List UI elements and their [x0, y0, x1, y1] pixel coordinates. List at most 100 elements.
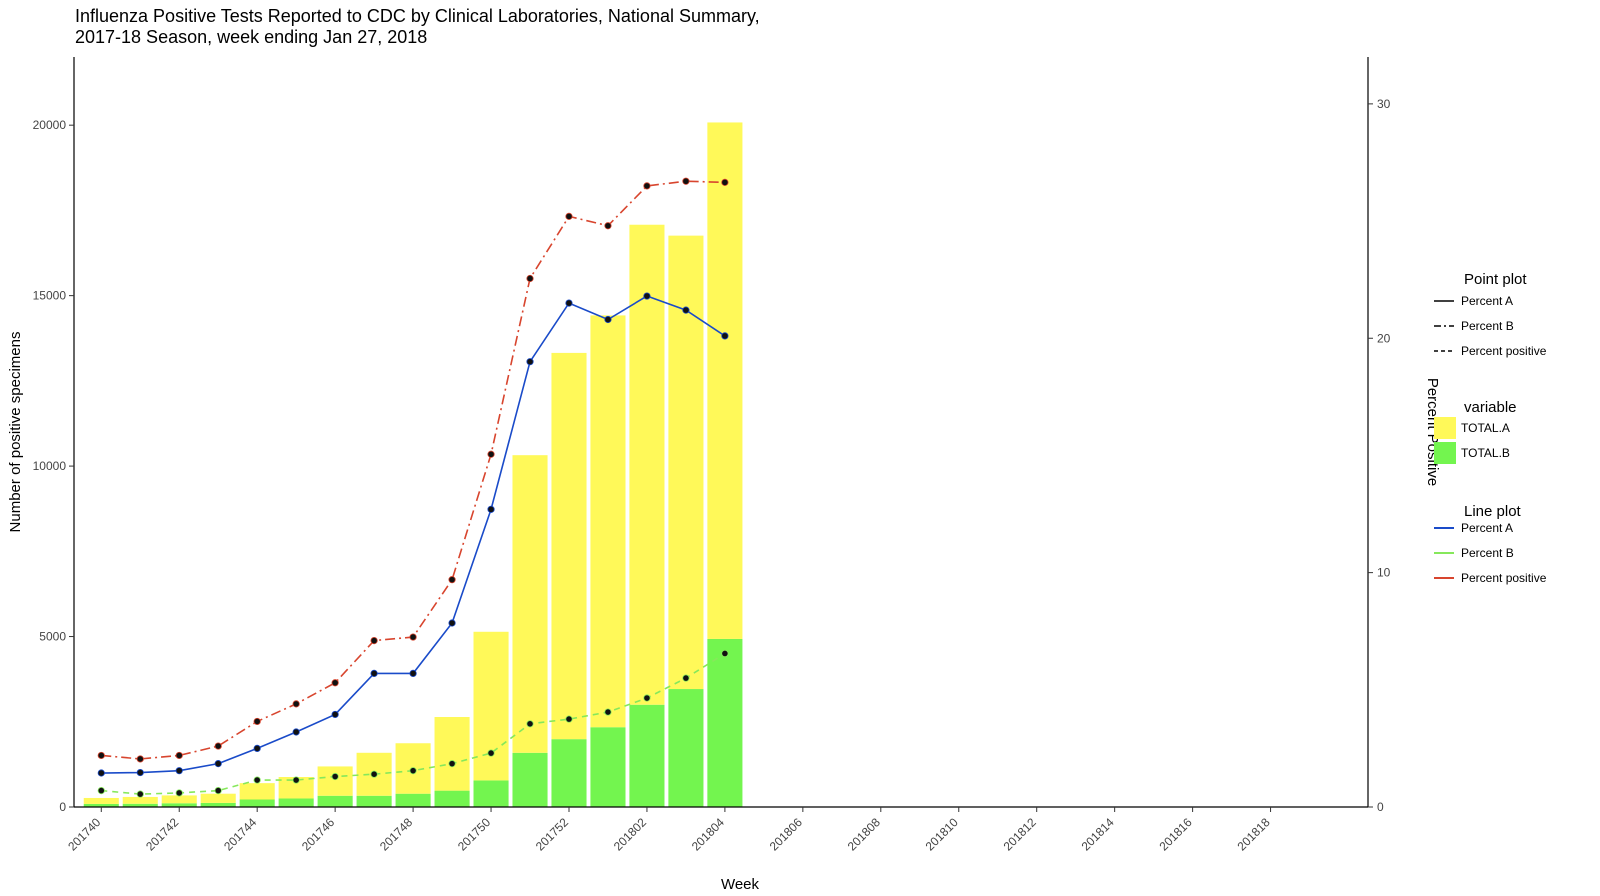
point-percent-b — [331, 772, 339, 781]
bar-total-a — [629, 224, 665, 705]
bar-total-b — [668, 689, 704, 807]
x-tick-label: 201818 — [1234, 815, 1272, 853]
bar-total-a — [317, 766, 353, 796]
point-percent-a — [214, 760, 222, 768]
y-tick-label: 5000 — [39, 630, 66, 644]
x-axis-title: Week — [721, 876, 760, 893]
legend-point-title: Point plot — [1464, 271, 1527, 288]
point-percent-a — [448, 619, 456, 627]
point-percent-a — [682, 306, 690, 314]
legend-line-label: Percent A — [1461, 521, 1513, 535]
point-percent-positive — [175, 751, 183, 760]
point-percent-a — [370, 669, 378, 678]
point-percent-positive — [136, 755, 144, 763]
x-tick-label: 201814 — [1079, 815, 1117, 853]
point-percent-b — [409, 767, 417, 775]
x-tick-label: 201808 — [845, 815, 883, 853]
bar-total-a — [707, 122, 743, 639]
legend-bar-label: TOTAL.A — [1461, 421, 1510, 435]
legend: Point plot variable Line plot Percent AP… — [1434, 271, 1547, 585]
point-percent-a — [565, 299, 573, 307]
bar-total-b — [317, 795, 353, 807]
point-percent-a — [643, 292, 651, 300]
x-tick-label: 201742 — [143, 815, 181, 853]
point-percent-b — [565, 715, 573, 723]
bar-total-a — [590, 315, 626, 728]
bar-total-b — [629, 704, 665, 807]
point-percent-b — [604, 708, 612, 716]
y2-tick-label: 0 — [1377, 800, 1384, 814]
legend-point-label: Percent A — [1461, 294, 1513, 308]
bar-total-a — [668, 235, 704, 690]
point-percent-b — [448, 760, 456, 768]
x-tick-label: 201816 — [1157, 815, 1195, 853]
x-tick-label: 201744 — [221, 815, 259, 853]
point-percent-positive — [487, 450, 495, 458]
bar-total-b — [707, 638, 743, 807]
point-percent-a — [253, 744, 261, 753]
point-percent-positive — [97, 751, 105, 760]
y-tick-label: 20000 — [33, 118, 67, 132]
legend-bar-label: TOTAL.B — [1461, 446, 1510, 460]
bar-total-b — [395, 793, 431, 807]
legend-point-label: Percent B — [1461, 319, 1514, 333]
point-percent-b — [643, 694, 651, 702]
points-layer — [97, 177, 729, 798]
x-tick-label: 201752 — [533, 815, 571, 853]
bar-total-b — [200, 802, 236, 807]
point-percent-b — [292, 776, 300, 784]
bar-total-a — [512, 455, 548, 753]
x-tick-label: 201750 — [455, 815, 493, 853]
bar-total-a — [83, 797, 119, 804]
y-tick-label: 0 — [59, 800, 66, 814]
y2-tick-label: 10 — [1377, 566, 1391, 580]
bar-total-a — [434, 717, 470, 791]
legend-bar-swatch — [1434, 417, 1456, 439]
point-percent-positive — [331, 679, 339, 687]
legend-line-label: Percent positive — [1461, 571, 1547, 585]
point-percent-b — [721, 649, 729, 658]
bar-total-b — [512, 752, 548, 807]
bar-total-b — [161, 803, 197, 807]
point-percent-b — [526, 720, 534, 728]
point-percent-a — [331, 710, 339, 719]
bar-total-a — [161, 795, 197, 804]
point-percent-b — [214, 786, 222, 795]
point-percent-a — [97, 769, 105, 777]
point-percent-a — [526, 358, 534, 366]
point-percent-positive — [370, 636, 378, 645]
bar-total-a — [122, 796, 158, 804]
point-percent-positive — [604, 222, 612, 230]
point-percent-positive — [565, 212, 573, 220]
point-percent-a — [136, 768, 144, 777]
point-percent-positive — [253, 717, 261, 726]
bar-total-a — [200, 793, 236, 803]
legend-line-label: Percent B — [1461, 546, 1514, 560]
point-percent-a — [487, 505, 495, 513]
point-percent-positive — [721, 178, 729, 186]
bar-total-a — [278, 777, 314, 799]
y2-tick-label: 30 — [1377, 97, 1391, 111]
legend-line-title: Line plot — [1464, 503, 1522, 520]
y-tick-label: 15000 — [33, 289, 67, 303]
point-percent-positive — [409, 633, 417, 641]
point-percent-a — [409, 669, 417, 678]
bar-total-b — [356, 795, 392, 807]
y2-tick-label: 20 — [1377, 331, 1391, 345]
point-percent-b — [136, 790, 144, 798]
legend-items: Percent A Percent B Percent positive TOTAL.… — [1434, 294, 1547, 585]
legend-point-label: Percent positive — [1461, 344, 1547, 358]
bar-total-b — [551, 739, 587, 807]
bar-total-b — [278, 798, 314, 807]
point-percent-positive — [448, 576, 456, 584]
point-percent-a — [604, 315, 612, 324]
point-percent-a — [175, 767, 183, 775]
x-tick-label: 201806 — [767, 815, 805, 853]
legend-bar-swatch — [1434, 442, 1456, 464]
bar-total-b — [434, 790, 470, 807]
bar-total-b — [122, 803, 158, 807]
point-percent-a — [721, 332, 729, 340]
chart-title-line2: 2017-18 Season, week ending Jan 27, 2018 — [75, 27, 427, 47]
y-axis-title: Number of positive specimens — [7, 332, 24, 533]
